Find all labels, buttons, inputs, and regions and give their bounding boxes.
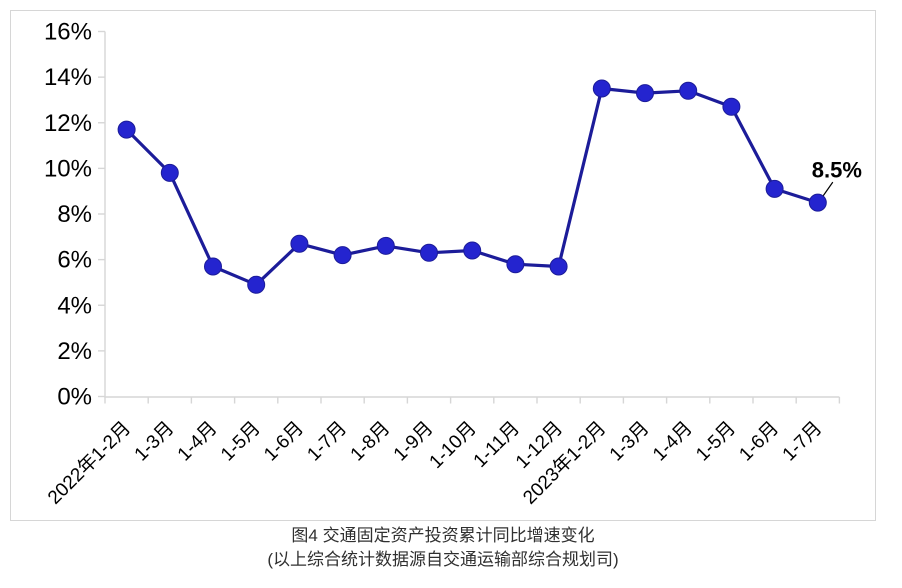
line-chart: 0%2%4%6%8%10%12%14%16%2022年1-2月1-3月1-4月1…: [43, 19, 862, 509]
annotation-label: 8.5%: [812, 158, 862, 183]
y-axis-label: 6%: [57, 247, 92, 274]
y-axis-label: 14%: [44, 64, 92, 91]
caption-title: 图4 交通固定资产投资累计同比增速变化: [291, 526, 595, 545]
y-axis-label: 8%: [57, 201, 92, 228]
x-axis-label: 1-4月: [174, 418, 222, 466]
x-axis-label: 1-5月: [692, 418, 740, 466]
x-axis-label: 1-3月: [131, 418, 179, 466]
x-axis-label: 1-4月: [649, 418, 697, 466]
y-axis-label: 0%: [57, 384, 92, 411]
data-point: [376, 236, 395, 255]
x-axis-label: 1-8月: [347, 418, 395, 466]
data-point: [290, 234, 309, 253]
data-point: [463, 241, 482, 260]
data-point: [592, 79, 611, 98]
data-point: [117, 120, 136, 139]
x-axis-label: 1-6月: [735, 418, 783, 466]
data-point: [679, 81, 698, 100]
data-point: [247, 275, 266, 294]
data-point: [333, 246, 352, 265]
x-axis-label: 1-10月: [426, 418, 481, 473]
x-axis-label: 1-6月: [260, 418, 308, 466]
data-point: [204, 257, 222, 276]
data-point: [722, 97, 741, 116]
y-axis-label: 12%: [44, 110, 92, 137]
x-axis-label: 1-7月: [303, 418, 351, 466]
x-axis-label: 1-7月: [779, 418, 827, 466]
annotation-leader-line: [822, 181, 834, 196]
data-point: [420, 243, 438, 262]
chart-caption: 图4 交通固定资产投资累计同比增速变化 (以上综合统计数据源自交通运输部综合规划…: [10, 524, 876, 572]
y-axis-label: 16%: [44, 19, 92, 46]
y-axis-label: 2%: [57, 338, 92, 365]
y-axis-label: 10%: [44, 155, 92, 182]
caption-source: (以上综合统计数据源自交通运输部综合规划司): [267, 550, 619, 569]
data-point: [765, 179, 784, 198]
x-axis-label: 1-11月: [470, 418, 524, 472]
y-axis-label: 4%: [57, 292, 92, 319]
data-point: [506, 255, 525, 274]
x-axis-label: 2022年1-2月: [43, 417, 135, 509]
data-point: [636, 84, 654, 103]
data-point: [808, 193, 827, 212]
chart-area: 0% 2% 4% 6% 8% 10% 12% 14% 16% 2022年1-2月 1-3月 1-4月 1…: [10, 10, 876, 521]
x-axis-label: 1-5月: [217, 418, 265, 466]
data-point: [549, 257, 568, 276]
data-point: [160, 163, 179, 182]
x-axis-label: 1-3月: [606, 418, 654, 466]
